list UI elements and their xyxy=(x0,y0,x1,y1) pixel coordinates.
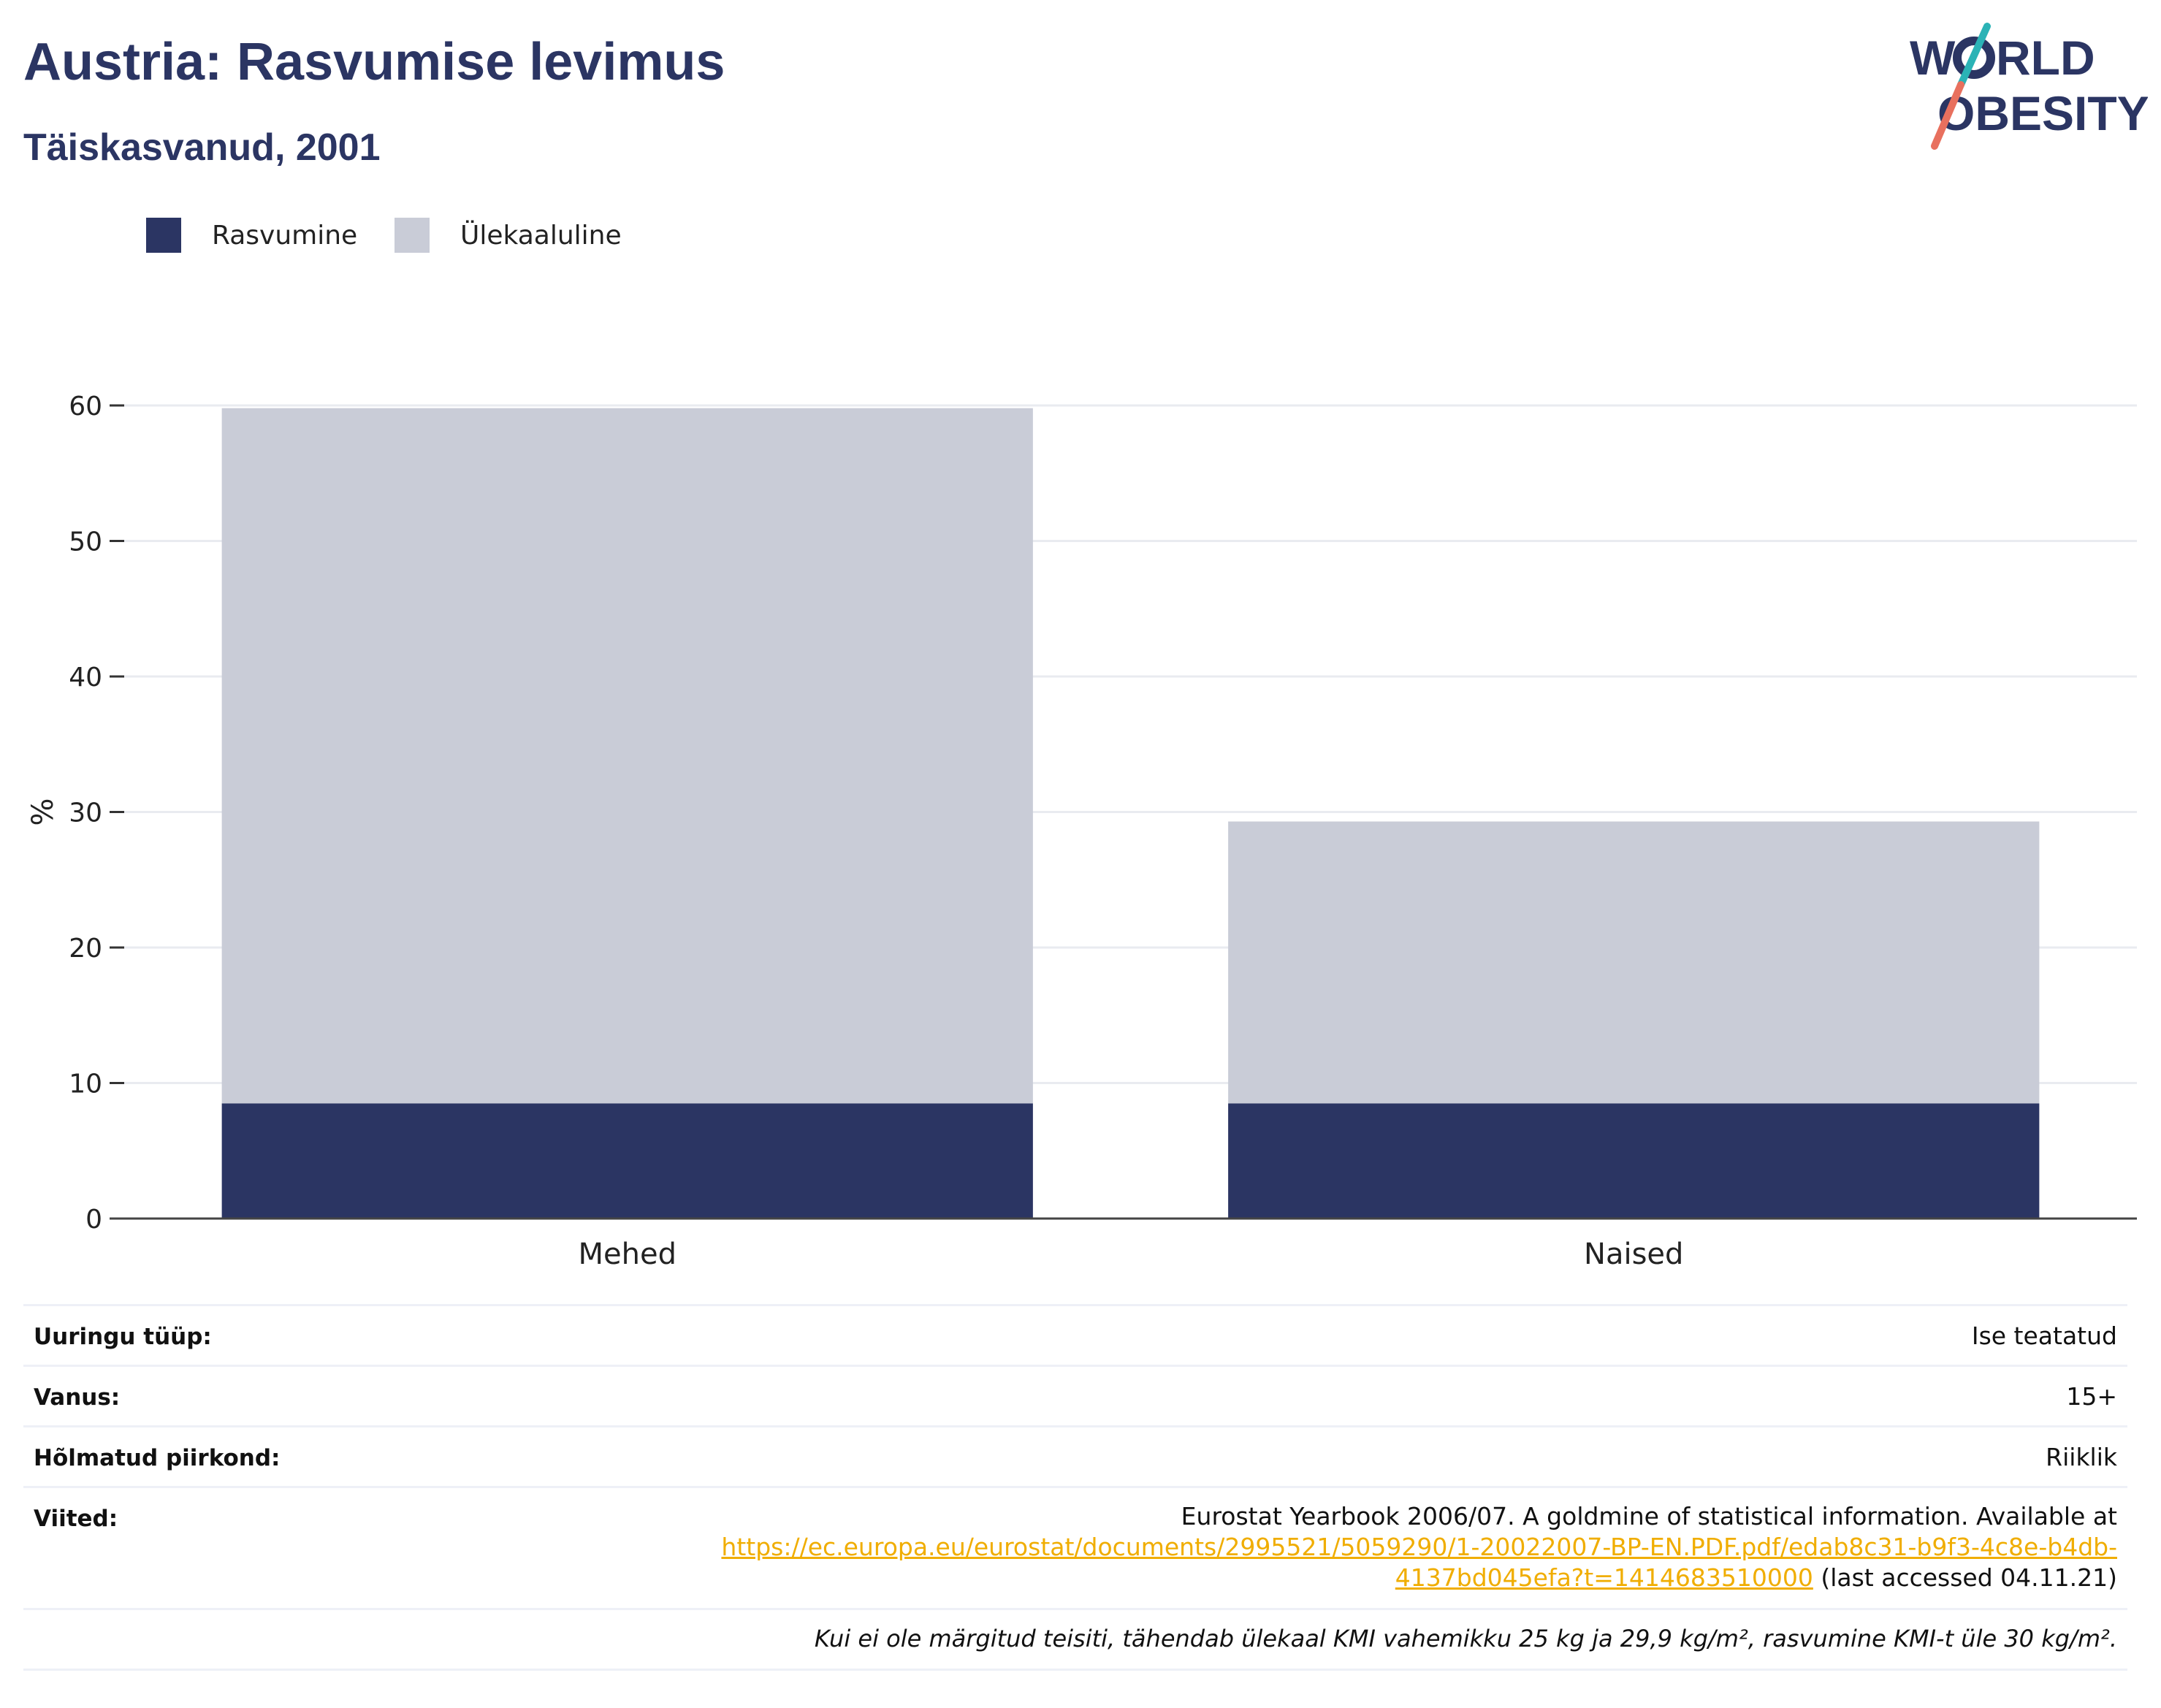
meta-key-age: Vanus: xyxy=(34,1384,121,1411)
bar-naised-lekaaluline xyxy=(1228,821,2040,1104)
meta-value-references: Eurostat Yearbook 2006/07. A goldmine of… xyxy=(535,1488,2127,1593)
divider xyxy=(23,1486,2127,1488)
meta-key-survey-type: Uuringu tüüp: xyxy=(34,1324,212,1350)
reference-text: Eurostat Yearbook 2006/07. A goldmine of… xyxy=(1181,1502,2117,1530)
logo-o-ring xyxy=(1953,37,1995,79)
definition-note: Kui ei ole märgitud teisiti, tähendab ül… xyxy=(814,1625,2117,1652)
world-obesity-logo: W RLD OBESITY xyxy=(1910,23,2148,150)
logo-w: W xyxy=(1910,31,1956,85)
meta-value-survey-type: Ise teatatud xyxy=(1971,1322,2117,1350)
reference-link[interactable]: https://ec.europa.eu/eurostat/documents/… xyxy=(721,1533,2117,1592)
meta-key-region: Hõlmatud piirkond: xyxy=(34,1445,281,1471)
bar-mehed-rasvumine xyxy=(221,1103,1033,1219)
legend-swatch-rasvumine xyxy=(146,218,181,253)
bar-naised-rasvumine xyxy=(1228,1103,2040,1219)
y-tick-label: 10 xyxy=(69,1070,102,1099)
x-tick-label: Mehed xyxy=(579,1238,676,1271)
x-tick-label: Naised xyxy=(1584,1238,1683,1271)
meta-value-age: 15+ xyxy=(2066,1382,2117,1411)
divider xyxy=(23,1365,2127,1367)
divider xyxy=(23,1608,2127,1610)
y-tick-label: 30 xyxy=(69,798,102,828)
legend-label-rasvumine: Rasvumine xyxy=(212,221,358,251)
meta-row-note: Kui ei ole märgitud teisiti, tähendab ül… xyxy=(23,1610,2127,1669)
y-tick-label: 50 xyxy=(69,527,102,557)
meta-row-age: Vanus: 15+ xyxy=(23,1367,2127,1425)
meta-row-region: Hõlmatud piirkond: Riiklik xyxy=(23,1427,2127,1486)
y-axis-label: % xyxy=(26,798,60,826)
reference-accessed: (last accessed 04.11.21) xyxy=(1821,1563,2117,1592)
y-tick-label: 40 xyxy=(69,663,102,693)
legend-swatch-ulekaaluline xyxy=(395,218,430,253)
logo-obesity: OBESITY xyxy=(1937,86,2148,140)
bar-chart: 0 10 20 30 40 50 60% Mehed Naised xyxy=(26,392,2137,1271)
legend-label-ulekaaluline: Ülekaaluline xyxy=(460,221,622,251)
divider xyxy=(23,1425,2127,1427)
y-tick-label: 60 xyxy=(69,392,102,422)
divider xyxy=(23,1669,2127,1671)
y-tick-label: 20 xyxy=(69,934,102,964)
meta-value-region: Riiklik xyxy=(2046,1443,2117,1471)
logo-rld: RLD xyxy=(1996,31,2095,85)
meta-row-references: Viited: Eurostat Yearbook 2006/07. A gol… xyxy=(23,1488,2127,1608)
chart-title: Austria: Rasvumise levimus xyxy=(23,33,725,91)
logo-slash-coral xyxy=(1931,81,1964,150)
y-tick-label: 0 xyxy=(85,1205,102,1235)
logo-slash-teal xyxy=(1957,23,1991,88)
meta-key-references: Viited: xyxy=(34,1506,118,1532)
meta-row-survey-type: Uuringu tüüp: Ise teatatud xyxy=(23,1306,2127,1365)
metadata-table: Uuringu tüüp: Ise teatatud Vanus: 15+ Hõ… xyxy=(23,1304,2127,1671)
divider xyxy=(23,1304,2127,1306)
chart-subtitle: Täiskasvanud, 2001 xyxy=(23,126,381,169)
bar-mehed-lekaaluline xyxy=(221,408,1033,1104)
